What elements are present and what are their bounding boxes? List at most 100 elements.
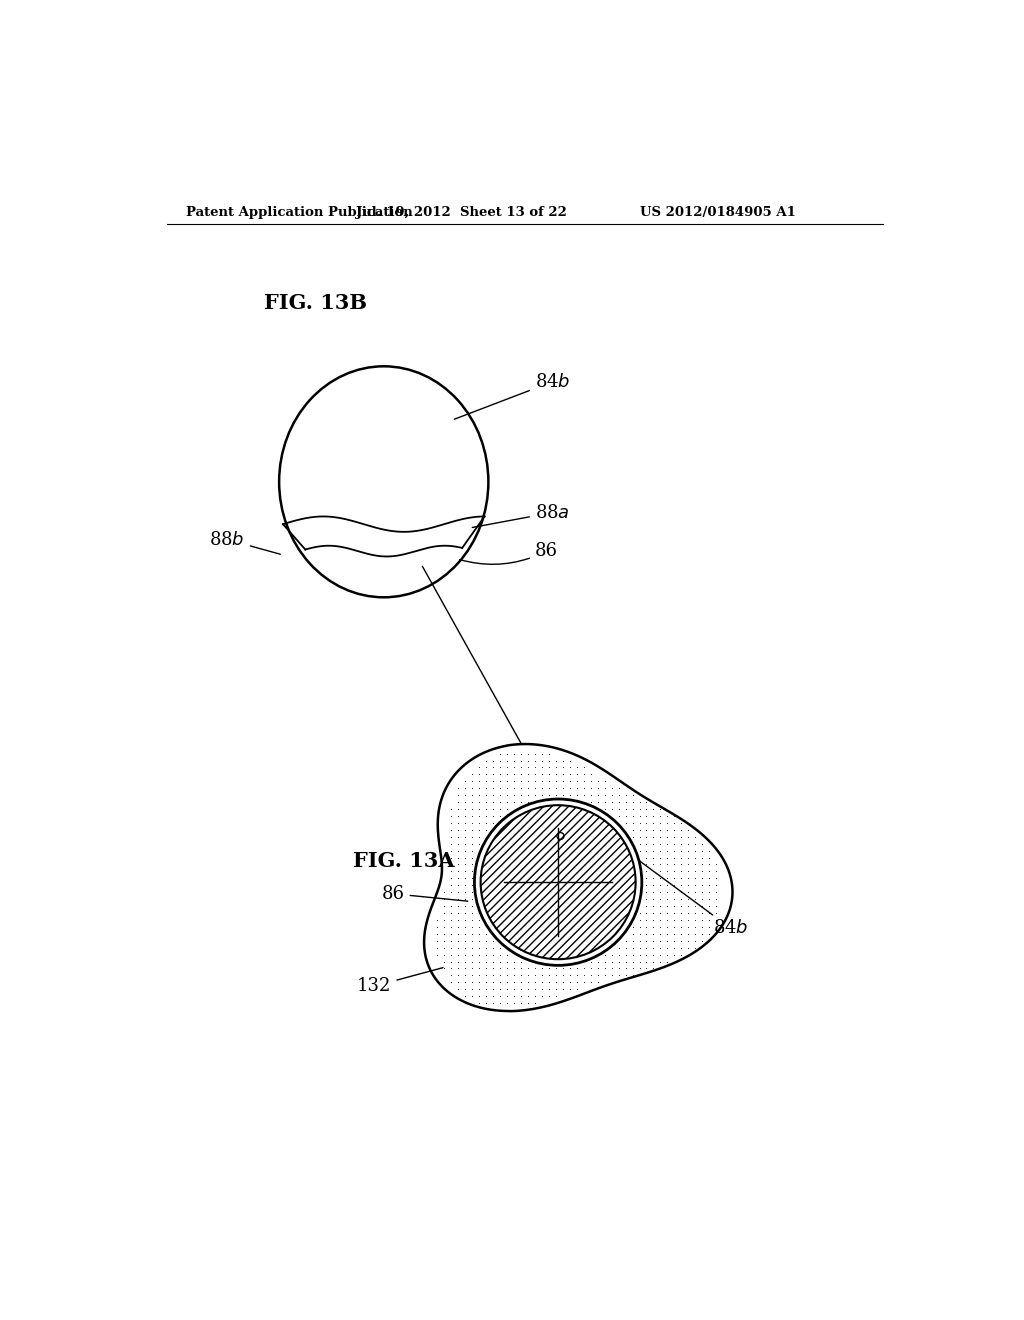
Point [652,854,669,875]
Point [471,784,487,805]
Point [673,903,689,924]
Point [708,895,724,916]
Point [520,784,537,805]
Point [638,875,654,896]
Point [561,958,578,979]
Point [694,903,711,924]
Point [548,756,564,777]
Point [561,771,578,792]
Point [513,743,529,764]
Point [506,777,522,799]
Point [471,799,487,820]
Point [680,833,696,854]
Point [638,909,654,931]
Point [687,923,703,944]
Point [638,888,654,909]
Point [625,965,641,986]
Point [429,931,445,952]
Point [652,931,669,952]
Point [596,958,612,979]
Point [680,888,696,909]
Point [534,771,550,792]
Point [645,799,662,820]
Point [443,820,460,841]
Point [610,944,627,965]
Point [464,972,480,993]
Point [652,833,669,854]
Point [583,950,599,972]
Point [450,923,466,944]
Point [632,916,648,937]
Text: 86: 86 [382,884,468,903]
Point [555,777,571,799]
Point [520,972,537,993]
Point [555,750,571,771]
Point [680,820,696,841]
Point [610,965,627,986]
Point [548,750,564,771]
Point [450,909,466,931]
Point [680,854,696,875]
Point [680,847,696,869]
Point [436,931,453,952]
Point [645,820,662,841]
Point [443,950,460,972]
Point [596,784,612,805]
Point [667,882,683,903]
Point [632,812,648,833]
Point [561,750,578,771]
Point [450,820,466,841]
Point [687,840,703,861]
Point [541,743,557,764]
Point [659,854,676,875]
Point [645,847,662,869]
Point [632,833,648,854]
Point [478,986,495,1007]
Point [457,950,473,972]
Point [638,833,654,854]
Point [645,903,662,924]
Point [457,958,473,979]
Point [638,958,654,979]
Point [590,950,606,972]
Point [457,826,473,847]
Point [520,756,537,777]
Point [443,826,460,847]
Point [694,931,711,952]
Point [680,916,696,937]
Point [484,756,501,777]
Point [596,950,612,972]
Point [478,993,495,1014]
Point [450,840,466,861]
Point [484,986,501,1007]
Point [464,958,480,979]
Point [478,923,495,944]
Point [464,916,480,937]
Point [484,993,501,1014]
Point [590,972,606,993]
Point [534,743,550,764]
Point [603,784,620,805]
Point [652,820,669,841]
Point [603,965,620,986]
Point [464,867,480,888]
Point [583,771,599,792]
Point [638,820,654,841]
Point [659,847,676,869]
Point [541,764,557,785]
Point [652,840,669,861]
Point [464,986,480,1007]
Point [457,882,473,903]
Point [694,867,711,888]
Point [659,826,676,847]
Point [526,777,543,799]
Point [708,888,724,909]
Point [652,895,669,916]
Point [694,888,711,909]
Point [457,895,473,916]
Point [659,840,676,861]
Point [492,965,508,986]
Point [464,882,480,903]
Point [673,909,689,931]
Point [443,937,460,958]
